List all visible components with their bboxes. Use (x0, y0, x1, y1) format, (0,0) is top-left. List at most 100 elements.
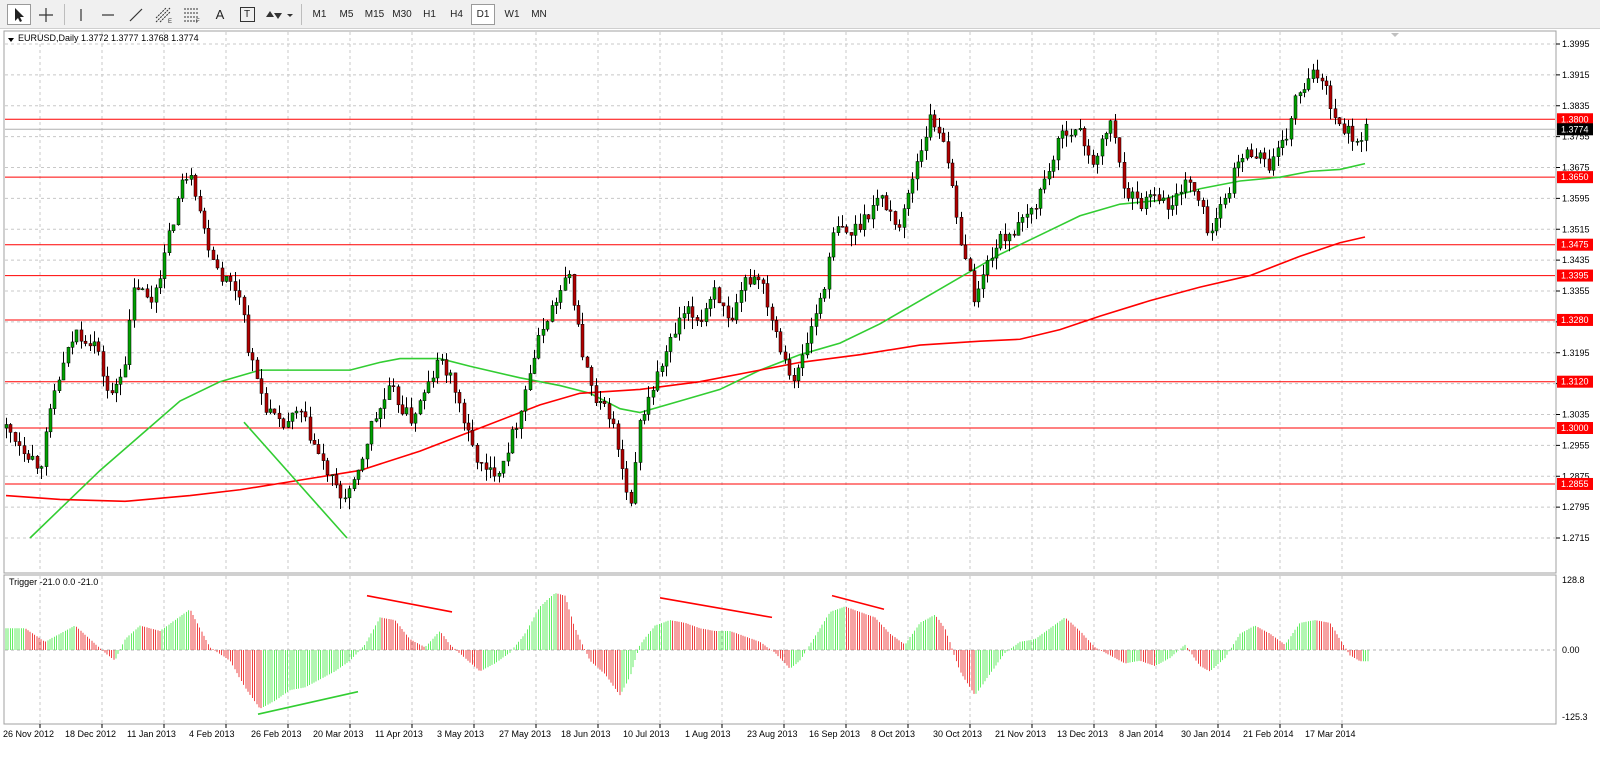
arrows-tool-button[interactable] (262, 4, 296, 25)
candle-body (598, 401, 603, 404)
horizontal-line-tool-button[interactable] (96, 4, 120, 25)
text-tool-button[interactable]: A (208, 4, 232, 25)
chart-shift-marker-icon[interactable] (1391, 33, 1399, 37)
ma-slow-line[interactable] (5, 236, 1366, 503)
candle-body (321, 453, 326, 461)
candle-body (981, 274, 986, 290)
candle-body (1359, 140, 1364, 142)
level-badge (1557, 313, 1593, 326)
time-tick-label: 26 Feb 2013 (251, 729, 302, 739)
main-trendline[interactable] (243, 421, 348, 539)
timeframe-h1-button[interactable]: H1 (423, 9, 436, 20)
candle-body (83, 340, 88, 344)
level-badge-label: 1.3800 (1561, 114, 1589, 124)
candle-body (1210, 230, 1215, 234)
divergence-line[interactable] (831, 594, 885, 611)
candle-body (1012, 233, 1017, 236)
candle-body (484, 462, 489, 470)
candle-body (1025, 213, 1030, 218)
timeframe-mn-button[interactable]: MN (531, 9, 547, 20)
candle-body (330, 474, 335, 476)
timeframe-m30-button[interactable]: M30 (392, 9, 412, 20)
candle-body (558, 290, 563, 303)
candle-body (347, 488, 352, 499)
candle-body (800, 354, 805, 369)
time-tick-label: 1 Aug 2013 (685, 729, 731, 739)
candle-body (497, 472, 502, 477)
candle-body (369, 420, 374, 445)
candle-body (888, 209, 893, 212)
candle-body (862, 214, 867, 230)
timeframe-w1-button[interactable]: W1 (504, 9, 520, 20)
price-tick-label: 1.3675 (1562, 163, 1590, 173)
timeframe-h4-button[interactable]: H4 (450, 9, 463, 20)
header-dropdown-icon[interactable] (8, 38, 14, 42)
candle-body (624, 468, 629, 493)
candle-body (985, 260, 990, 275)
candle-body (400, 404, 405, 415)
support-resistance-levels (5, 118, 1555, 485)
main-grid (5, 32, 1555, 572)
vertical-line-tool-button[interactable] (69, 4, 93, 25)
candle-body (924, 136, 929, 151)
trendline-tool-button[interactable] (124, 4, 148, 25)
indicator-axis: 128.8 0.00 -125.3 (1562, 575, 1588, 722)
candle-body (840, 226, 845, 228)
price-tick-label: 1.3195 (1562, 348, 1590, 358)
current-price-label: 1.3774 (1561, 124, 1589, 134)
candle-body (1192, 182, 1197, 192)
price-tick-label: 1.3435 (1562, 255, 1590, 265)
crosshair-tool-button[interactable] (34, 4, 58, 25)
timeframe-d1-button[interactable]: D1 (471, 4, 495, 25)
candle-body (1144, 196, 1149, 209)
candle-body (457, 392, 462, 404)
main-chart-panel[interactable] (3, 30, 1557, 574)
candle-body (1183, 179, 1188, 193)
candle-body (717, 287, 722, 304)
price-tick-label: 1.3755 (1562, 132, 1590, 142)
candle-body (1240, 158, 1245, 163)
level-badge-label: 1.3120 (1561, 377, 1589, 387)
time-tick-label: 4 Feb 2013 (189, 729, 235, 739)
candle-body (550, 305, 555, 322)
candle-body (1038, 188, 1043, 209)
candle-body (1196, 191, 1201, 201)
candle-body (479, 462, 484, 464)
candle-body (919, 150, 924, 162)
candle-body (228, 276, 233, 282)
candle-body (268, 408, 273, 413)
timeframe-m5-button[interactable]: M5 (339, 9, 354, 20)
candle-body (902, 208, 907, 228)
candle-body (105, 375, 110, 391)
candle-body (994, 247, 999, 259)
candle-body (440, 359, 445, 361)
candle-body (290, 412, 295, 422)
candle-body (162, 252, 167, 279)
candle-body (752, 276, 757, 285)
equidistant-channel-tool-button[interactable]: E (152, 4, 176, 25)
indicator-tick-label: 128.8 (1562, 575, 1585, 585)
timeframe-m1-button[interactable]: M1 (312, 9, 327, 20)
candle-body (30, 455, 35, 460)
candle-body (404, 407, 409, 415)
candle-body (1346, 125, 1351, 134)
candle-body (281, 418, 286, 428)
candle-body (1333, 108, 1338, 118)
divergence-line[interactable] (257, 690, 359, 715)
candle-body (334, 474, 339, 486)
candle-body (1179, 191, 1184, 194)
fibonacci-tool-button[interactable]: F (180, 4, 204, 25)
candle-body (1214, 218, 1219, 232)
candle-body (1047, 171, 1052, 180)
timeframe-m15-button[interactable]: M15 (364, 9, 385, 20)
candle-body (352, 479, 357, 489)
divergence-line[interactable] (366, 594, 453, 613)
candle-body (308, 416, 313, 441)
divergence-line[interactable] (659, 597, 773, 619)
candle-body (642, 414, 647, 421)
text-label-tool-button[interactable]: T (235, 4, 259, 25)
candle-body (409, 407, 414, 424)
cursor-tool-button[interactable] (7, 4, 31, 25)
candle-body (299, 410, 304, 413)
candle-body (1311, 69, 1316, 79)
